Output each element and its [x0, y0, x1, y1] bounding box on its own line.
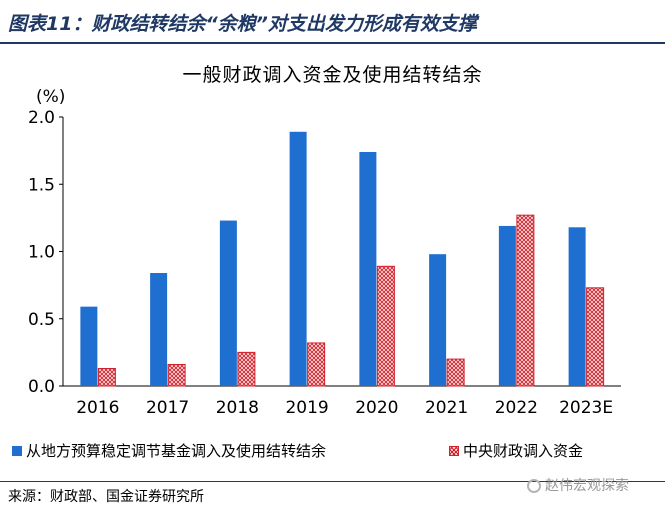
watermark-text: 赵伟宏观探索: [545, 478, 629, 494]
y-axis-unit-label: (%): [36, 87, 65, 107]
legend-item-series-2: 中央财政调入资金: [449, 440, 583, 461]
x-tick-label: 2018: [216, 398, 259, 418]
header-divider: [0, 42, 665, 44]
y-tick-label: 0.5: [28, 310, 55, 330]
legend-swatch-blue: [12, 445, 22, 456]
y-tick-label: 0.0: [28, 377, 55, 397]
bar-series-2-2019: [307, 342, 326, 387]
bar-series-2-2020: [376, 265, 395, 387]
legend-label-series-1: 从地方预算稳定调节基金调入及使用结转结余: [26, 442, 327, 460]
y-tick-label: 1.5: [28, 175, 55, 195]
legend-label-series-2: 中央财政调入资金: [463, 442, 584, 460]
legend-swatch-hatched: [449, 445, 459, 456]
x-tick-label: 2016: [76, 398, 119, 418]
bar-series-2-2021: [446, 358, 465, 387]
bar-series-2-2017: [167, 363, 186, 387]
bar-series-1-2023E: [568, 227, 586, 386]
chart-title: 一般财政调入资金及使用结转结余: [182, 64, 483, 86]
bar-chart: 0.0 0.5 1.0 1.5 2.0(%) 2016 2017 2018 2019 2020 20…: [28, 87, 621, 418]
x-tick-label: 2022: [495, 398, 538, 418]
x-tick-label: 2017: [146, 398, 189, 418]
legend-item-series-1: 从地方预算稳定调节基金调入及使用结转结余: [12, 440, 326, 461]
bar-series-2-2018: [237, 351, 256, 387]
figure-title: 图表11：财政结转结余“余粮”对支出发力形成有效支撑: [8, 13, 477, 35]
x-tick-label: 2021: [425, 398, 468, 418]
y-tick-label: 2.0: [28, 108, 55, 128]
wechat-icon: [527, 479, 541, 493]
x-tick-label: 2023E: [559, 398, 613, 418]
source-note: 来源：财政部、国金证券研究所: [8, 489, 204, 505]
bar-series-1-2021: [429, 254, 447, 386]
x-tick-label: 2019: [285, 398, 328, 418]
bar-series-1-2020: [359, 151, 377, 386]
bar-series-1-2022: [498, 225, 516, 386]
watermark: 赵伟宏观探索: [527, 475, 629, 495]
bar-series-2-2023E: [586, 287, 605, 387]
y-tick-label: 1.0: [28, 243, 55, 263]
bar-series-1-2019: [289, 131, 307, 386]
x-tick-label: 2020: [355, 398, 398, 418]
legend: 从地方预算稳定调节基金调入及使用结转结余 中央财政调入资金: [12, 440, 662, 462]
bar-series-2-2016: [97, 368, 116, 387]
bar-series-1-2017: [150, 273, 168, 386]
footer-divider: [0, 481, 665, 482]
header: 图表11：财政结转结余“余粮”对支出发力形成有效支撑: [0, 0, 665, 44]
bar-series-2-2022: [516, 214, 535, 387]
bar-series-1-2016: [80, 306, 98, 386]
bar-series-1-2018: [219, 220, 237, 386]
